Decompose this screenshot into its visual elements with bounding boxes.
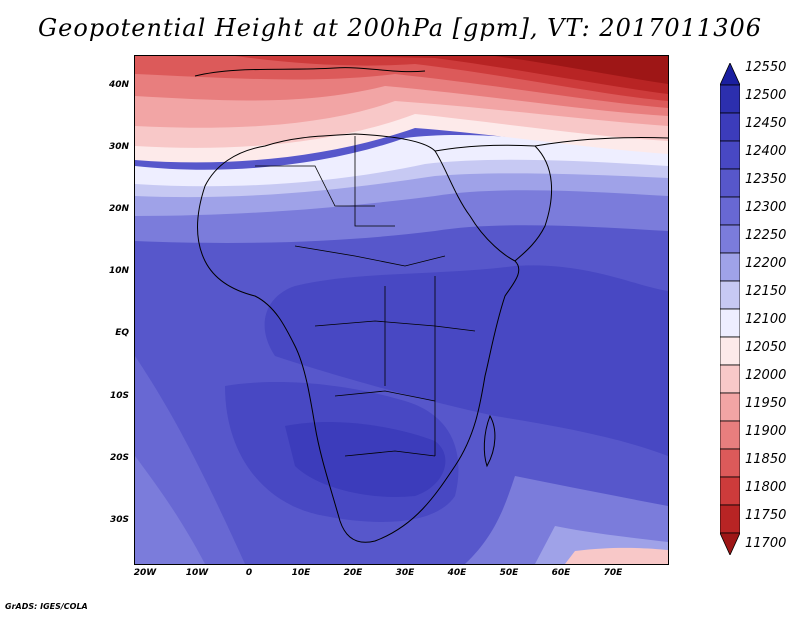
colorbar-tick-label: 11750	[745, 508, 787, 523]
colorbar-tick-label: 12200	[745, 256, 787, 271]
lat-label: 30N	[108, 142, 129, 152]
border-line	[314, 320, 476, 332]
colorbar-top-arrow	[720, 63, 740, 86]
colorbar-cell	[720, 308, 740, 338]
colorbar-cell	[720, 476, 740, 506]
field-band-12150	[135, 147, 668, 198]
colorbar-cell	[720, 196, 740, 226]
lon-label: 30E	[395, 568, 415, 578]
colorbar-cell	[720, 504, 740, 534]
border-line	[354, 136, 395, 227]
lon-label: 0	[245, 568, 253, 578]
field-band-12100	[135, 135, 668, 187]
colorbar-tick-label: 11900	[745, 424, 787, 439]
madagascar-coastline	[483, 414, 496, 468]
colorbar-cell	[720, 168, 740, 198]
arabia-coastline	[434, 144, 553, 262]
colorbar-tick-label: 12350	[745, 172, 787, 187]
africa-coastline	[197, 133, 520, 543]
colorbar-tick-label: 12300	[745, 200, 787, 215]
colorbar-tick-label: 12250	[745, 228, 787, 243]
colorbar-cell	[720, 252, 740, 282]
colorbar-cell	[720, 280, 740, 310]
asia-coastline	[534, 137, 668, 147]
lat-label: 10N	[108, 266, 129, 276]
lon-label: 60E	[551, 568, 571, 578]
map-panel	[134, 55, 669, 565]
colorbar-cell	[720, 364, 740, 394]
lon-label: 20E	[343, 568, 363, 578]
lat-label: 40N	[108, 80, 129, 90]
field-central	[264, 265, 668, 456]
colorbar	[720, 63, 740, 555]
lat-label: EQ	[115, 328, 129, 338]
field-band-11700	[435, 56, 668, 84]
colorbar-tick-label: 12000	[745, 368, 787, 383]
lat-label: 20N	[108, 204, 129, 214]
europe-coastline	[194, 67, 426, 77]
colorbar-tick-label: 12400	[745, 144, 787, 159]
colorbar-tick-label: 12150	[745, 284, 787, 299]
field-se-warm	[565, 547, 668, 564]
colorbar-cell	[720, 420, 740, 450]
lat-label: 20S	[109, 453, 129, 463]
colorbar-cell	[720, 112, 740, 142]
colorbar-cell	[720, 336, 740, 366]
map-title: Geopotential Height at 200hPa [gpm], VT:…	[38, 14, 762, 42]
colorbar-tick-label: 12100	[745, 312, 787, 327]
lat-label: 30S	[109, 515, 129, 525]
lon-label: 10W	[185, 568, 209, 578]
field-sw-band2	[135, 456, 205, 564]
colorbar-cell	[720, 448, 740, 478]
border-line	[344, 450, 436, 457]
colorbar-tick-label: 12450	[745, 116, 787, 131]
credit-text: GrADS: IGES/COLA	[5, 602, 88, 611]
lon-label: 40E	[447, 568, 467, 578]
colorbar-bottom-arrow	[720, 532, 740, 555]
border-line	[294, 245, 446, 267]
colorbar-tick-label: 11800	[745, 480, 787, 495]
colorbar-tick-label: 12050	[745, 340, 787, 355]
lon-label: 50E	[499, 568, 519, 578]
colorbar-cell	[720, 84, 740, 114]
height-field-map	[135, 56, 668, 564]
field-band-12200	[135, 161, 668, 216]
colorbar-tick-label: 11700	[745, 536, 787, 551]
colorbar-tick-label: 11950	[745, 396, 787, 411]
lon-label: 70E	[603, 568, 623, 578]
colorbar-tick-label: 12550	[745, 60, 787, 75]
colorbar-cell	[720, 140, 740, 170]
border-line	[334, 390, 436, 402]
colorbar-cell	[720, 392, 740, 422]
colorbar-cell	[720, 224, 740, 254]
field-core-deep	[285, 421, 446, 497]
lon-label: 10E	[291, 568, 311, 578]
colorbar-tick-label: 12500	[745, 88, 787, 103]
lon-label: 20W	[133, 568, 157, 578]
colorbar-tick-label: 11850	[745, 452, 787, 467]
lat-label: 10S	[109, 391, 129, 401]
